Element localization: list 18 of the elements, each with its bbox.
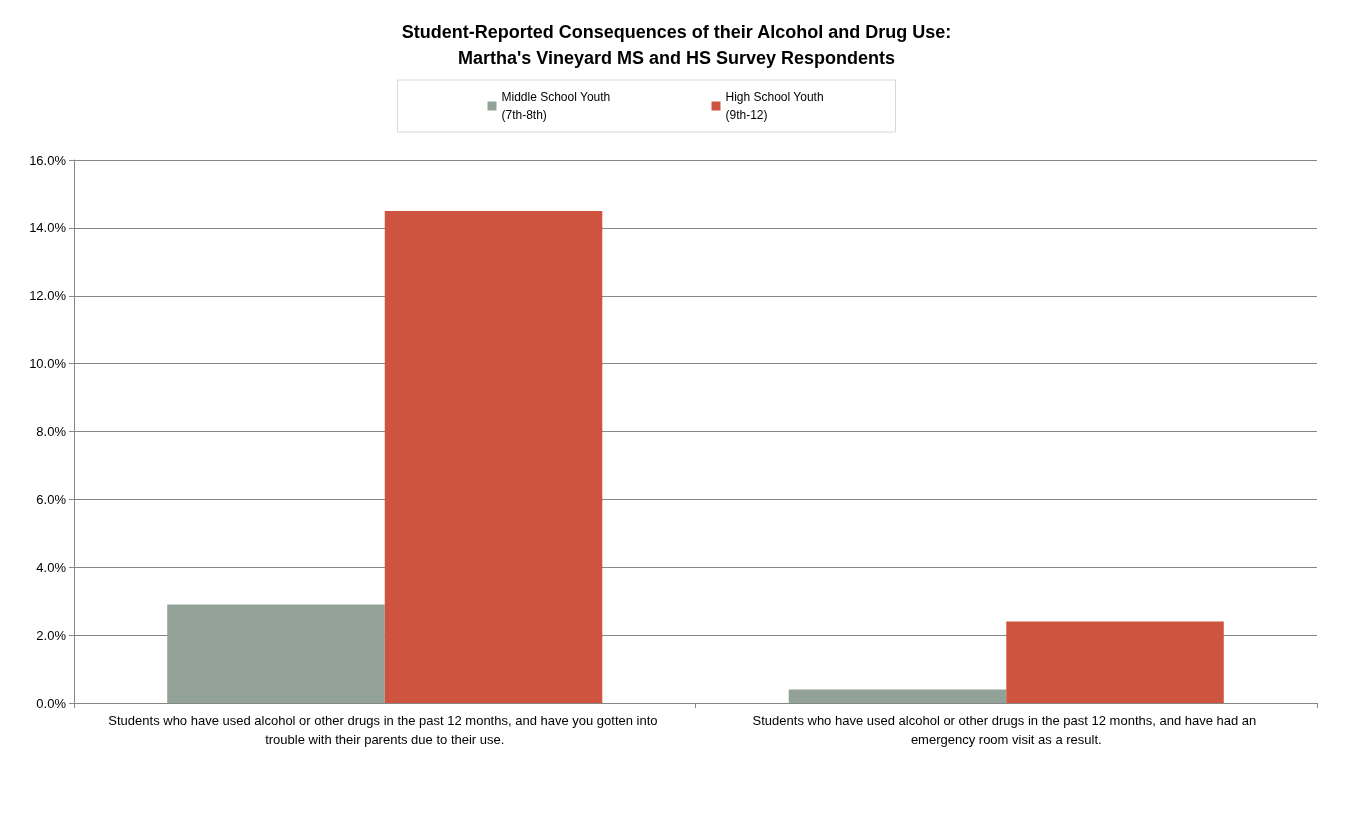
x-tick-label: Students who have used alcohol or other drugs in the past 12 months, and have had an emergency room visit as a result. [752,713,1260,747]
y-tick-label: 10.0% [29,356,67,372]
y-tick-label: 2.0% [36,627,67,643]
bar [1006,621,1224,703]
y-tick-label: 0.0% [36,695,67,711]
y-tick-label: 16.0% [29,152,67,168]
y-tick-label: 14.0% [29,220,67,236]
y-tick-label: 12.0% [29,288,67,304]
bar [384,210,603,703]
y-tick-label: 8.0% [36,424,67,439]
bar [788,689,1007,703]
legend-label: High School Youth (9th-12) [725,90,827,122]
legend-label: Middle School Youth (7th-8th) [501,90,614,122]
bar [167,604,385,703]
chart-title: Student-Reported Consequences of their Alcohol and Drug Use: Martha's Vineyard MS and HS Survey Respondents [401,22,952,68]
y-tick-label: 4.0% [36,559,67,575]
x-tick-label: Students who have used alcohol or other drugs in the past 12 months, and have you gotten into trouble with their parents due to their use. [108,713,662,747]
y-tick-label: 6.0% [36,491,67,507]
